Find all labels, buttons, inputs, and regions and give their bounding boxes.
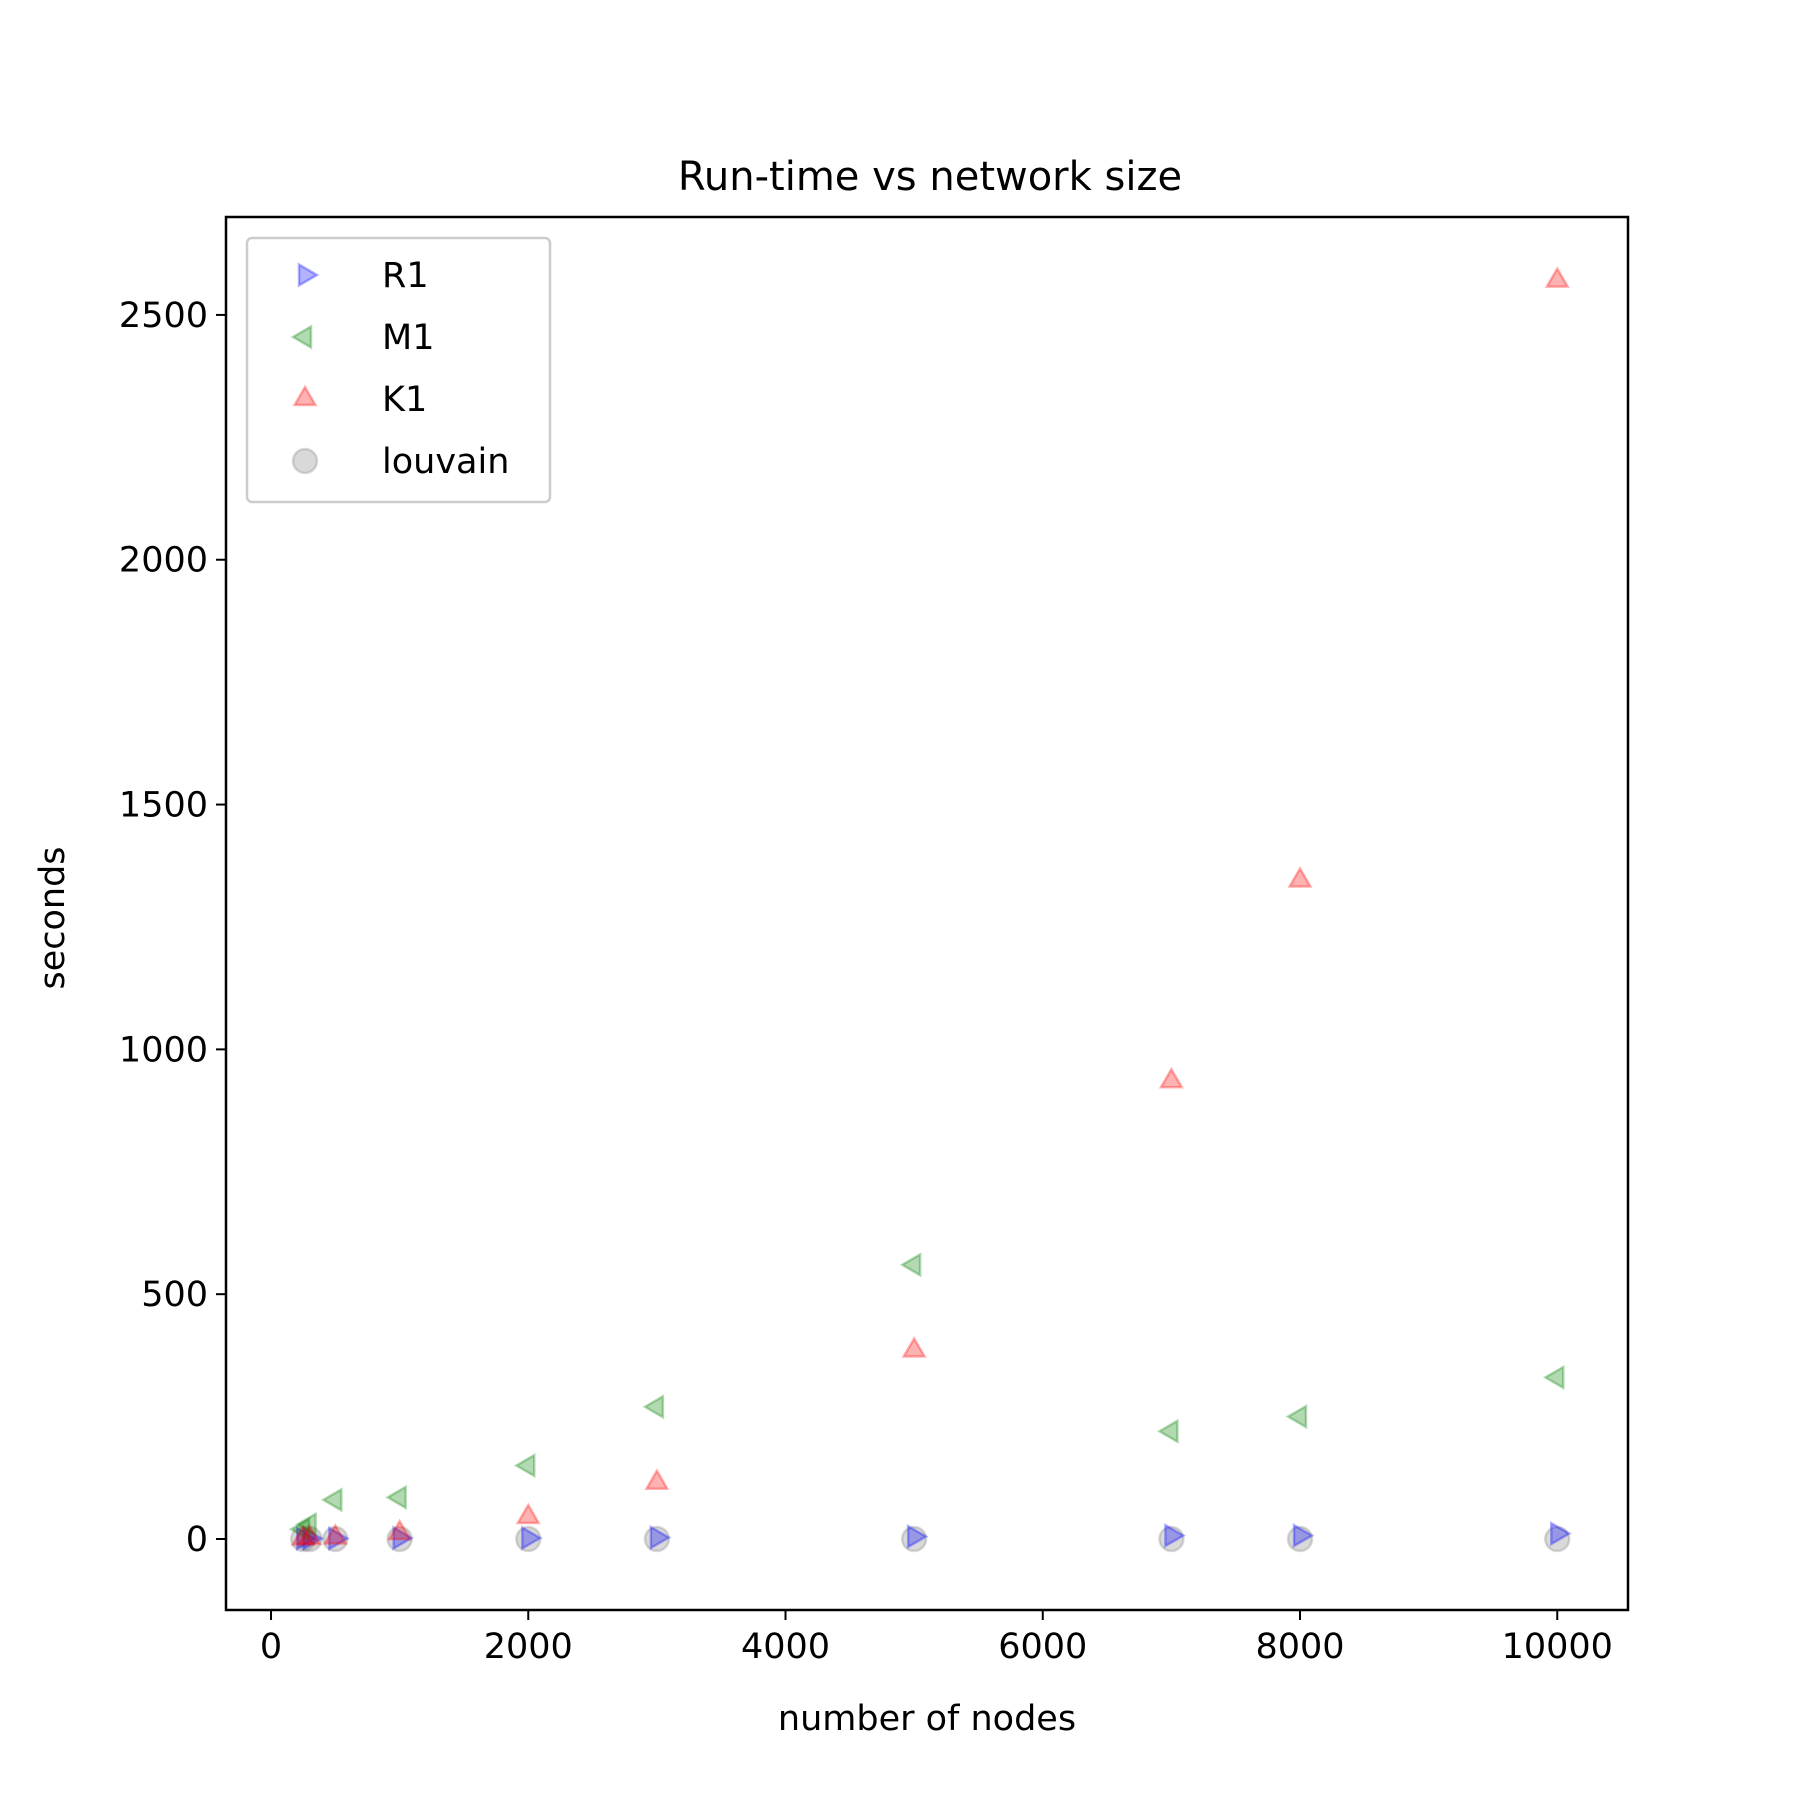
data-point-k1 xyxy=(644,1468,670,1490)
data-point-louvain xyxy=(1158,1525,1185,1553)
plot-frame xyxy=(224,215,1630,1612)
data-point-k1 xyxy=(515,1502,541,1525)
data-point-m1 xyxy=(642,1394,665,1420)
data-point-k1 xyxy=(387,1518,413,1541)
legend-box xyxy=(245,236,552,504)
data-point-louvain xyxy=(643,1525,671,1553)
data-point-louvain xyxy=(386,1525,413,1553)
data-point-r1 xyxy=(295,1525,318,1552)
data-point-k1 xyxy=(901,1336,927,1358)
y-tick-label: 1000 xyxy=(119,1030,208,1070)
y-tick-label: 2500 xyxy=(119,296,208,336)
legend-marker-louvain xyxy=(291,447,319,475)
data-point-louvain xyxy=(322,1525,349,1553)
y-axis: 0 500 1000 1500 2000 2500 xyxy=(119,296,226,1560)
data-point-louvain xyxy=(515,1525,542,1553)
data-point-louvain xyxy=(900,1525,928,1553)
data-point-m1 xyxy=(320,1487,343,1513)
data-point-m1 xyxy=(385,1484,407,1510)
data-point-r1 xyxy=(1550,1521,1572,1547)
legend-marker-r1 xyxy=(297,262,320,288)
legend-label-m1: M1 xyxy=(382,318,434,358)
data-point-k1 xyxy=(1544,266,1570,288)
data-point-k1 xyxy=(1158,1066,1184,1089)
data-point-m1 xyxy=(1542,1364,1565,1391)
data-point-r1 xyxy=(1292,1522,1315,1549)
x-tick-label: 0 xyxy=(260,1627,282,1667)
legend-marker-m1 xyxy=(290,324,313,350)
data-point-louvain xyxy=(289,1525,317,1553)
legend-marker-k1 xyxy=(292,384,318,407)
data-point-r1 xyxy=(302,1525,325,1552)
data-point-k1 xyxy=(322,1523,348,1545)
data-point-k1 xyxy=(290,1524,316,1546)
data-point-m1 xyxy=(288,1516,311,1542)
x-axis: 0 2000 4000 6000 8000 10000 xyxy=(260,1610,1613,1667)
data-point-k1 xyxy=(296,1523,323,1546)
legend-label-k1: K1 xyxy=(382,380,427,420)
x-tick-label: 10000 xyxy=(1502,1627,1613,1667)
data-point-m1 xyxy=(1285,1403,1308,1430)
y-axis-label: seconds xyxy=(33,846,73,989)
x-axis-label: number of nodes xyxy=(778,1699,1076,1739)
data-point-m1 xyxy=(1156,1418,1179,1444)
data-point-k1 xyxy=(1287,865,1313,888)
data-point-m1 xyxy=(899,1252,922,1278)
data-point-louvain xyxy=(1544,1525,1571,1553)
data-point-r1 xyxy=(649,1524,672,1551)
chart-title: Run-time vs network size xyxy=(678,154,1182,200)
data-point-m1 xyxy=(295,1511,317,1537)
data-point-r1 xyxy=(328,1525,350,1552)
data-point-m1 xyxy=(513,1452,536,1479)
legend: R1 M1 K1 louvain xyxy=(245,236,552,504)
data-point-louvain xyxy=(296,1525,323,1553)
y-tick-label: 500 xyxy=(141,1275,208,1315)
data-point-louvain xyxy=(1286,1525,1314,1553)
legend-label-louvain: louvain xyxy=(382,442,509,482)
y-tick-label: 1500 xyxy=(119,786,208,826)
x-tick-label: 8000 xyxy=(1255,1627,1344,1667)
x-tick-label: 4000 xyxy=(741,1627,830,1667)
data-point-r1 xyxy=(392,1525,415,1551)
x-tick-label: 2000 xyxy=(484,1627,573,1667)
y-tick-label: 2000 xyxy=(119,541,208,581)
y-tick-label: 0 xyxy=(186,1520,208,1560)
plot-area xyxy=(288,266,1572,1553)
data-point-r1 xyxy=(521,1525,543,1551)
data-point-r1 xyxy=(906,1523,929,1550)
data-point-r1 xyxy=(1164,1522,1186,1549)
legend-label-r1: R1 xyxy=(382,256,429,296)
x-tick-label: 6000 xyxy=(998,1627,1087,1667)
